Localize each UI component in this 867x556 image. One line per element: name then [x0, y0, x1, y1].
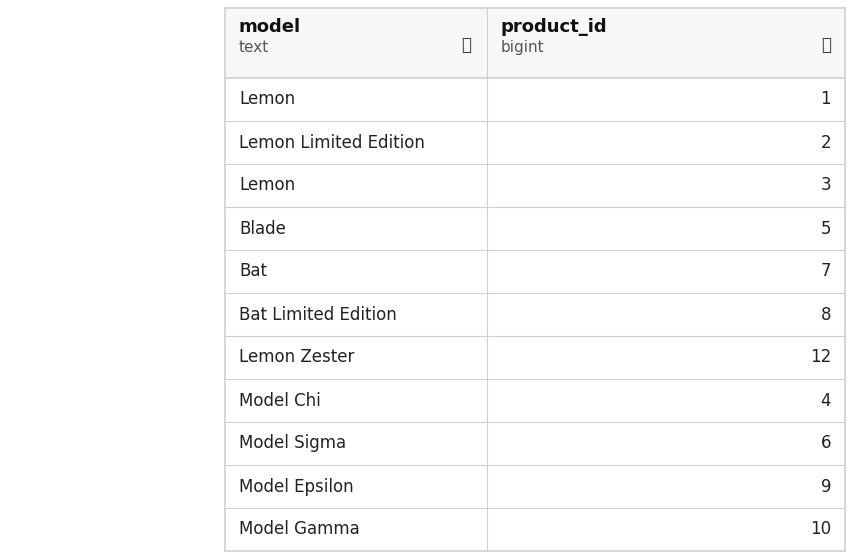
- Text: 5: 5: [820, 220, 831, 237]
- Text: 10: 10: [810, 520, 831, 539]
- Text: product_id: product_id: [501, 18, 608, 36]
- Text: bigint: bigint: [501, 40, 544, 55]
- Text: 9: 9: [820, 478, 831, 495]
- Text: 1: 1: [820, 91, 831, 108]
- Text: 7: 7: [820, 262, 831, 280]
- Text: Lemon: Lemon: [239, 176, 295, 195]
- Text: Lemon Limited Edition: Lemon Limited Edition: [239, 133, 425, 151]
- Text: Blade: Blade: [239, 220, 286, 237]
- Text: Lemon Zester: Lemon Zester: [239, 349, 355, 366]
- Text: 🔒: 🔒: [461, 36, 471, 54]
- Text: 8: 8: [820, 305, 831, 324]
- Text: Model Sigma: Model Sigma: [239, 434, 346, 453]
- Text: 12: 12: [810, 349, 831, 366]
- Text: Model Epsilon: Model Epsilon: [239, 478, 354, 495]
- Text: model: model: [239, 18, 301, 36]
- Text: Bat: Bat: [239, 262, 267, 280]
- Text: 3: 3: [820, 176, 831, 195]
- Text: Model Gamma: Model Gamma: [239, 520, 360, 539]
- Text: 4: 4: [820, 391, 831, 410]
- Bar: [225, 8, 845, 78]
- Text: Lemon: Lemon: [239, 91, 295, 108]
- Text: 6: 6: [820, 434, 831, 453]
- Text: 2: 2: [820, 133, 831, 151]
- Text: text: text: [239, 40, 270, 55]
- Text: 🔒: 🔒: [821, 36, 831, 54]
- Text: Model Chi: Model Chi: [239, 391, 321, 410]
- Text: Bat Limited Edition: Bat Limited Edition: [239, 305, 397, 324]
